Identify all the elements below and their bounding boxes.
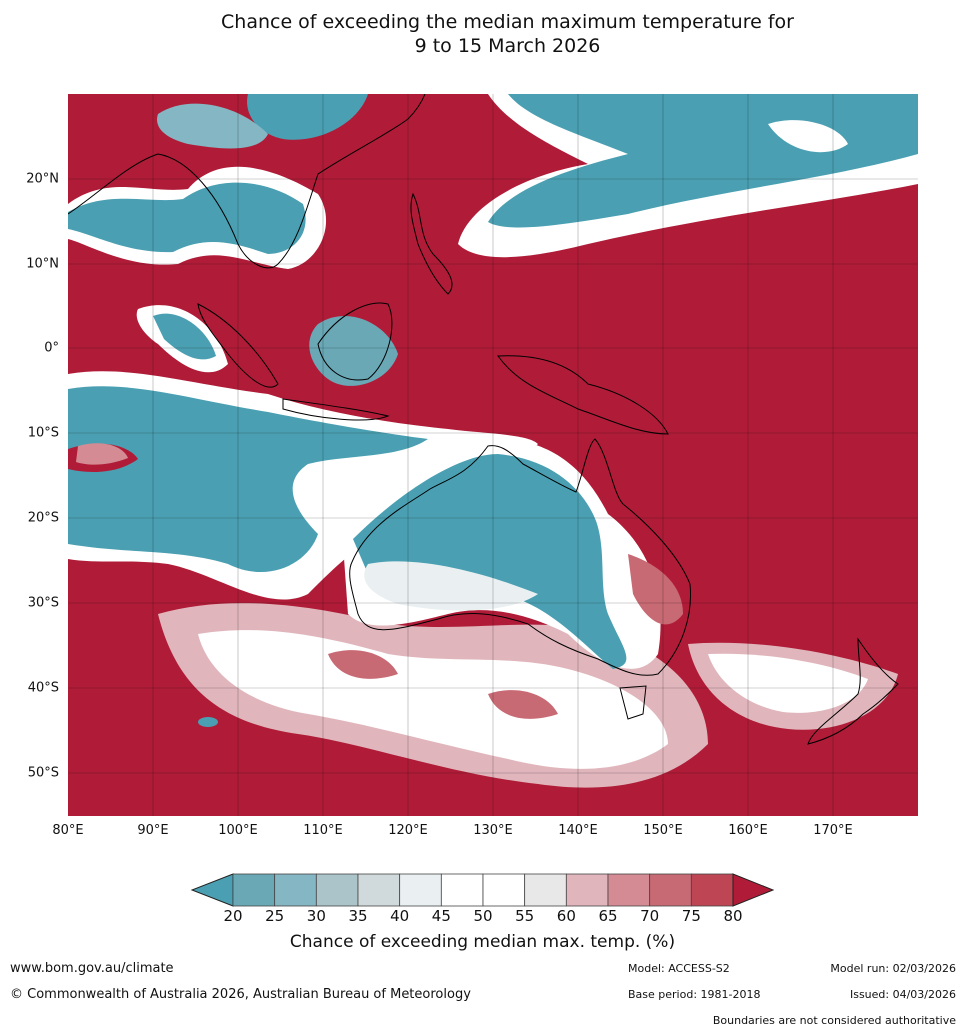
colorbar [190,873,775,907]
lon-label: 150°E [643,823,683,838]
copyright: © Commonwealth of Australia 2026, Austra… [10,987,471,1002]
title-line2: 9 to 15 March 2026 [414,35,601,57]
model-run: Model run: 02/03/2026 [830,962,956,975]
australia-coastline [349,438,691,676]
graticule [68,94,918,816]
lat-label: 50°S [27,765,59,781]
philippines-coastline [410,192,453,295]
colorbar-label: Chance of exceeding median max. temp. (%… [289,932,676,952]
colorbar-bin [524,873,567,907]
lon-label: 90°E [137,823,169,838]
colorbar-tick: 70 [640,907,660,925]
colorbar-tick: 55 [515,907,535,925]
bom-url[interactable]: www.bom.gov.au/climate [10,961,174,976]
colorbar-tick: 60 [556,907,576,925]
colorbar-tick: 30 [306,907,326,925]
new-guinea-coastline [497,355,669,435]
colorbar-tick: 45 [431,907,451,925]
lon-label: 100°E [218,823,258,838]
colorbar-bin [690,873,734,907]
lat-label: 0° [44,340,59,356]
borneo-coastline [317,302,393,381]
tasmania-coastline [619,685,647,720]
lat-label: 10°N [26,256,59,272]
colorbar-bin [357,873,401,907]
colorbar-tick: 80 [723,907,743,925]
colorbar-tick: 40 [390,907,410,925]
lon-label: 140°E [558,823,598,838]
colorbar-bin [565,873,609,907]
lon-label: 80°E [52,823,84,838]
disclaimer: Boundaries are not considered authoritat… [712,1014,956,1027]
lat-label: 30°S [27,595,59,611]
colorbar-bin [399,873,442,907]
colorbar-bin [482,873,526,907]
asia-coastline [68,94,426,269]
colorbar-tick: 35 [348,907,368,925]
probability-field [68,94,918,788]
new-zealand-coastline [807,637,899,745]
colorbar-tick: 65 [598,907,618,925]
colorbar-bin [440,873,484,907]
lon-label: 160°E [728,823,768,838]
colorbar-tick: 75 [681,907,701,925]
lat-label: 20°S [27,510,59,526]
base-period: Base period: 1981-2018 [628,988,761,1001]
lon-label: 130°E [473,823,513,838]
colorbar-bin [232,873,276,907]
issued: Issued: 04/03/2026 [849,988,956,1001]
forecast-map [68,94,918,816]
colorbar-extend-low [190,873,234,907]
colorbar-bin [649,873,692,907]
sumatra-coastline [197,303,279,388]
colorbar-tick: 50 [473,907,493,925]
lat-label: 40°S [27,680,59,696]
colorbar-bin [607,873,651,907]
lon-label: 110°E [303,823,343,838]
colorbar-tick: 25 [265,907,285,925]
colorbar-tick: 20 [223,907,243,925]
model: Model: ACCESS-S2 [628,962,730,975]
colorbar-extend-high [732,873,775,907]
coastlines [68,94,899,745]
title-line1: Chance of exceeding the median maximum t… [221,11,794,33]
colorbar-bin [274,873,317,907]
lat-label: 20°N [26,171,59,187]
lon-label: 170°E [813,823,853,838]
java-coastline [282,398,390,421]
lat-label: 10°S [27,425,59,441]
colorbar-bin [315,873,359,907]
lon-label: 120°E [388,823,428,838]
